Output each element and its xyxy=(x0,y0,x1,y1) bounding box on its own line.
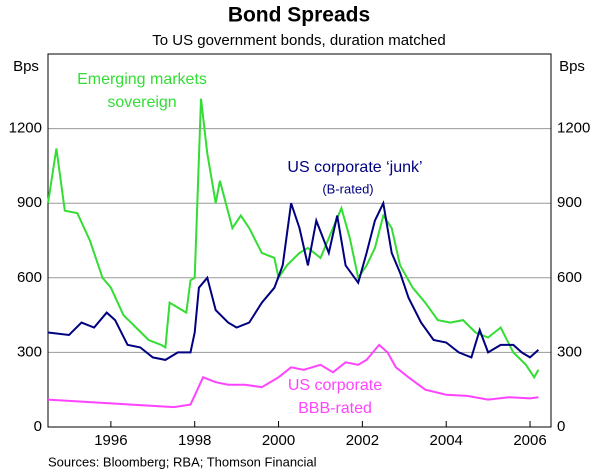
series-label: (B-rated) xyxy=(322,181,373,196)
x-tick-label: 2002 xyxy=(346,432,379,449)
chart-title: Bond Spreads xyxy=(228,4,370,27)
chart-subtitle: To US government bonds, duration matched xyxy=(152,32,446,49)
series-line xyxy=(47,343,539,409)
y2-tick-label: 600 xyxy=(557,269,582,286)
y-tick-label: 300 xyxy=(17,343,42,360)
series-line xyxy=(47,98,540,380)
series-label: Emerging markets xyxy=(77,71,207,88)
y2-tick-label: 300 xyxy=(557,343,582,360)
y-tick-label: 600 xyxy=(17,269,42,286)
y2-tick-label: 1200 xyxy=(557,120,590,137)
y-tick-label: 900 xyxy=(17,194,42,211)
y2-axis-label: Bps xyxy=(559,58,585,75)
source-note: Sources: Bloomberg; RBA; Thomson Financi… xyxy=(48,454,317,469)
series-label: US corporate xyxy=(288,377,382,394)
y2-tick-label: 0 xyxy=(557,418,565,435)
series-label: BBB-rated xyxy=(298,400,372,417)
y2-tick-label: 900 xyxy=(557,194,582,211)
x-tick-label: 2006 xyxy=(513,432,546,449)
series-label: US corporate ‘junk’ xyxy=(287,159,422,176)
y-tick-label: 0 xyxy=(34,418,42,435)
x-tick-label: 2000 xyxy=(262,432,295,449)
x-tick-label: 1998 xyxy=(178,432,211,449)
series-label: sovereign xyxy=(107,94,176,111)
x-tick-label: 1996 xyxy=(94,432,127,449)
x-tick-label: 2004 xyxy=(430,432,463,449)
plot-frame xyxy=(47,53,552,428)
y-tick-label: 1200 xyxy=(9,120,42,137)
y-axis-label: Bps xyxy=(13,58,39,75)
series-line xyxy=(47,199,540,361)
